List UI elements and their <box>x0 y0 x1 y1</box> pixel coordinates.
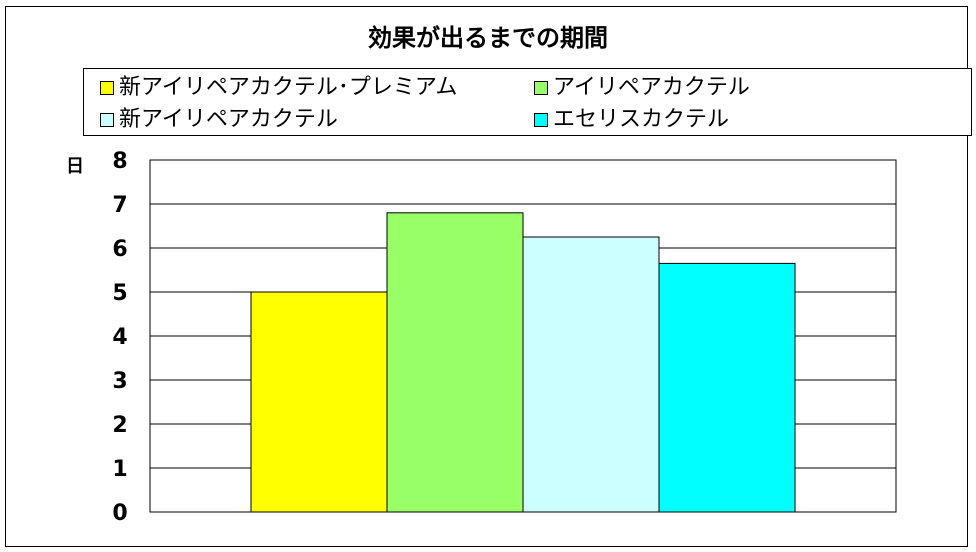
legend-swatch-0 <box>100 81 114 95</box>
bar-2 <box>522 236 660 513</box>
bar-3 <box>658 262 796 513</box>
bar-0 <box>250 291 388 513</box>
y-tick-label-1: 1 <box>112 457 127 482</box>
bar-1 <box>386 212 524 513</box>
y-tick-label-5: 5 <box>112 281 127 306</box>
chart-legend: 新アイリペアカクテル･プレミアム アイリペアカクテル 新アイリペアカクテル エセ… <box>83 68 972 136</box>
y-axis-unit-label: 日 <box>66 156 84 177</box>
legend-label-2: 新アイリペアカクテル <box>119 107 338 132</box>
chart-title: 効果が出るまでの期間 <box>368 24 608 52</box>
y-tick-label-6: 6 <box>112 237 127 262</box>
legend-swatch-2 <box>100 113 114 127</box>
y-tick-label-2: 2 <box>112 413 127 438</box>
legend-swatch-1 <box>534 81 548 95</box>
legend-label-0: 新アイリペアカクテル･プレミアム <box>119 75 458 100</box>
y-tick-label-4: 4 <box>112 325 127 350</box>
legend-swatch-3 <box>534 113 548 127</box>
y-tick-label-8: 8 <box>112 149 127 174</box>
legend-label-1: アイリペアカクテル <box>553 75 750 100</box>
y-tick-label-3: 3 <box>112 369 127 394</box>
y-tick-label-0: 0 <box>112 501 127 526</box>
legend-item-3: エセリスカクテル <box>534 107 729 133</box>
legend-label-3: エセリスカクテル <box>553 107 730 132</box>
y-tick-label-7: 7 <box>112 193 127 218</box>
legend-item-0: 新アイリペアカクテル･プレミアム <box>100 75 457 101</box>
plot-border <box>149 159 897 513</box>
legend-item-2: 新アイリペアカクテル <box>100 107 338 133</box>
legend-item-1: アイリペアカクテル <box>534 75 750 101</box>
